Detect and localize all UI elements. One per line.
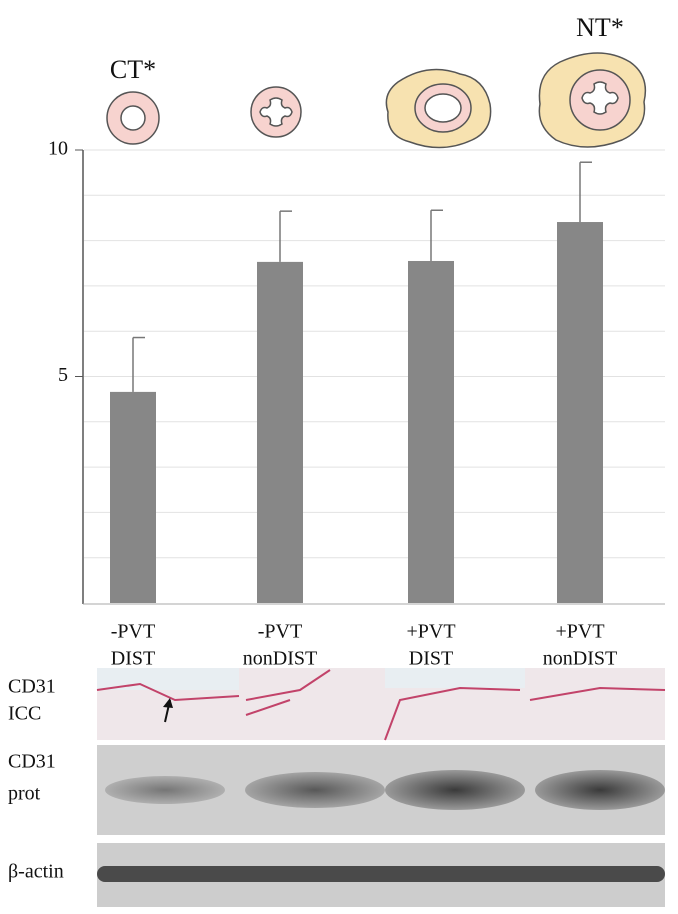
blot-label: ICC — [8, 703, 41, 725]
y-tick-label: 10 — [48, 138, 68, 160]
x-tick-label: +PVT — [406, 621, 455, 643]
bar — [110, 391, 156, 603]
x-tick-label: DIST — [111, 648, 155, 670]
annotation: CT* — [110, 55, 156, 84]
y-tick-label: 5 — [58, 364, 68, 386]
x-tick-label: -PVT — [111, 621, 155, 643]
x-tick-label: -PVT — [258, 621, 302, 643]
bar — [408, 260, 454, 603]
bar — [557, 222, 603, 604]
annotation: NT* — [576, 13, 624, 42]
vessel-icons — [106, 52, 647, 149]
x-tick-label: nonDIST — [243, 648, 317, 670]
bar — [257, 261, 303, 603]
blot-label: β-actin — [8, 861, 64, 883]
blot-label: CD31 — [8, 676, 56, 698]
blot-label: CD31 — [8, 751, 56, 773]
blot-label: prot — [8, 783, 41, 805]
blot-panels — [96, 668, 666, 907]
x-tick-label: DIST — [409, 648, 453, 670]
x-tick-label: nonDIST — [543, 648, 617, 670]
x-tick-label: +PVT — [555, 621, 604, 643]
